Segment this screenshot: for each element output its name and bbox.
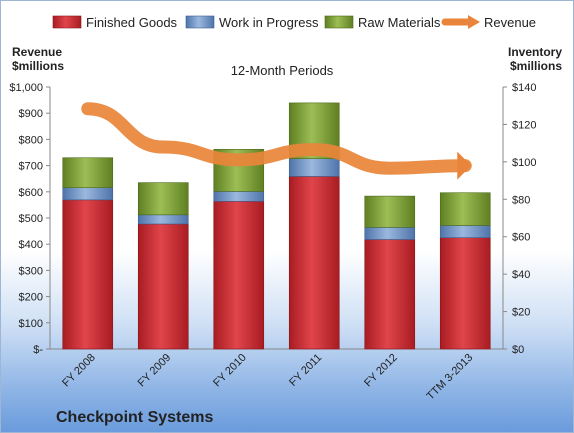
x-tick-label-fy-2011: FY 2011 xyxy=(287,352,324,389)
legend-label-raw-materials: Raw Materials xyxy=(358,15,441,30)
bar-work-in-progress-fy-2008 xyxy=(62,187,114,201)
x-axis-labels: FY 2008 FY 2009 FY 2010 FY 2011 FY 2012 TTM 3… xyxy=(60,352,475,403)
bar-finished-goods-fy-2010 xyxy=(213,201,265,350)
bar-work-in-progress-ttm-3-2013 xyxy=(439,225,491,238)
right-tick-label: $100 xyxy=(512,157,536,169)
left-tick-label: $200 xyxy=(19,292,43,304)
right-tick-label: $60 xyxy=(512,232,530,244)
right-tick-label: $40 xyxy=(512,269,530,281)
bar-work-in-progress-fy-2012 xyxy=(364,227,416,240)
legend: Finished Goods Work in Progress Raw Mate… xyxy=(52,15,536,30)
left-tick-label: $1,000 xyxy=(9,82,43,94)
bars xyxy=(62,102,491,350)
right-tick-label: $80 xyxy=(512,194,530,206)
right-axis-title-line2: $millions xyxy=(510,59,562,73)
bar-finished-goods-fy-2009 xyxy=(137,223,189,350)
left-tick-label: $100 xyxy=(19,318,43,330)
bar-raw-materials-fy-2012 xyxy=(364,195,416,228)
x-tick-label-ttm-3-2013: TTM 3-2013 xyxy=(425,352,476,403)
left-tick-label: $- xyxy=(33,344,43,356)
company-name: Checkpoint Systems xyxy=(56,409,213,426)
x-tick-label-fy-2009: FY 2009 xyxy=(136,352,174,390)
legend-swatch-finished-goods xyxy=(52,15,82,29)
left-axis-title-line1: Revenue xyxy=(12,45,62,59)
legend-label-finished-goods: Finished Goods xyxy=(86,15,178,30)
bar-raw-materials-fy-2009 xyxy=(137,182,189,216)
legend-item-work-in-progress: Work in Progress xyxy=(185,15,319,30)
left-tick-label: $300 xyxy=(19,265,43,277)
right-tick-label: $120 xyxy=(512,119,536,131)
legend-swatch-work-in-progress xyxy=(185,15,215,29)
legend-arrowhead-revenue xyxy=(468,15,480,29)
bar-finished-goods-ttm-3-2013 xyxy=(439,237,491,350)
revenue-arrowhead xyxy=(457,151,472,180)
legend-item-raw-materials: Raw Materials xyxy=(324,15,441,30)
left-tick-label: $800 xyxy=(19,134,43,146)
chart-title: 12-Month Periods xyxy=(231,63,334,78)
legend-item-revenue: Revenue xyxy=(441,15,536,30)
right-axis-title-line1: Inventory xyxy=(508,45,562,59)
bar-work-in-progress-fy-2009 xyxy=(137,214,189,225)
bar-raw-materials-ttm-3-2013 xyxy=(439,192,491,226)
x-tick-label-fy-2010: FY 2010 xyxy=(211,352,249,390)
legend-item-finished-goods: Finished Goods xyxy=(52,15,178,30)
bar-work-in-progress-fy-2011 xyxy=(288,158,340,177)
legend-label-revenue: Revenue xyxy=(484,15,536,30)
left-tick-label: $900 xyxy=(19,108,43,120)
bar-finished-goods-fy-2012 xyxy=(364,239,416,350)
left-tick-label: $600 xyxy=(19,187,43,199)
left-tick-label: $400 xyxy=(19,239,43,251)
revenue-line xyxy=(81,102,472,175)
left-axis-ticks: $- $100 $200 $300 $400 $500 $600 $700 $800 $900 $1… xyxy=(9,82,50,356)
revenue-series xyxy=(81,102,472,180)
left-tick-label: $700 xyxy=(19,161,43,173)
legend-swatch-raw-materials xyxy=(324,15,354,29)
bar-work-in-progress-fy-2010 xyxy=(213,191,265,202)
right-tick-label: $140 xyxy=(512,82,536,94)
right-tick-label: $20 xyxy=(512,307,530,319)
x-tick-label-fy-2008: FY 2008 xyxy=(60,352,98,390)
x-tick-label-fy-2012: FY 2012 xyxy=(362,352,400,390)
left-axis-title-line2: $millions xyxy=(12,59,64,73)
legend-label-work-in-progress: Work in Progress xyxy=(219,15,319,30)
bar-finished-goods-fy-2011 xyxy=(288,176,340,350)
right-tick-label: $0 xyxy=(512,344,524,356)
left-tick-label: $500 xyxy=(19,213,43,225)
bar-raw-materials-fy-2008 xyxy=(62,157,114,188)
bar-finished-goods-fy-2008 xyxy=(62,199,114,350)
right-axis-ticks: $0 $20 $40 $60 $80 $100 $120 $140 xyxy=(503,82,536,356)
